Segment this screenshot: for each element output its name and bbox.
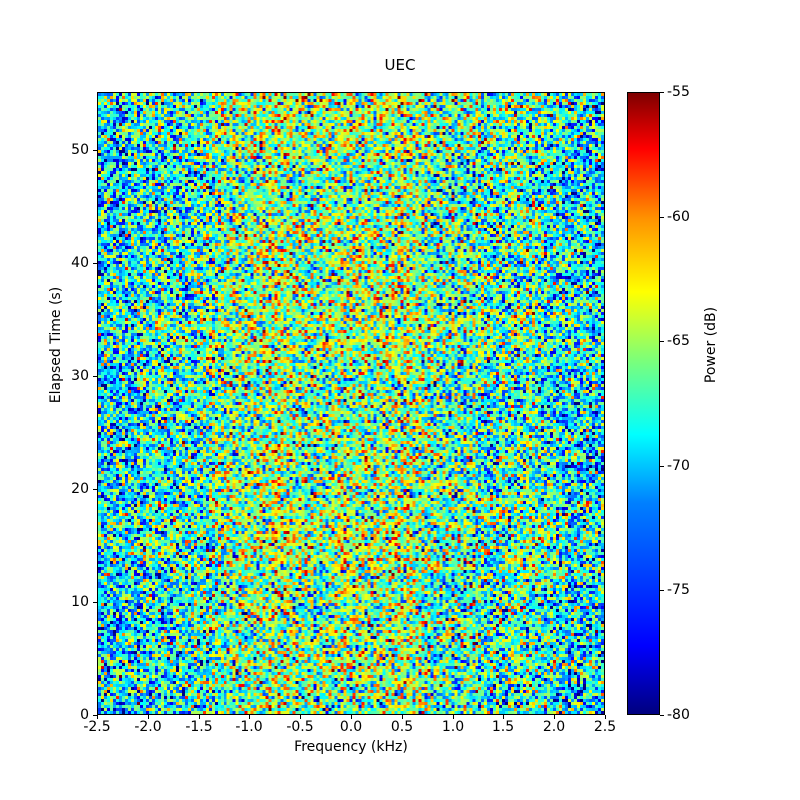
colorbar-tick-mark: [660, 92, 664, 93]
x-tick-mark: [199, 715, 200, 719]
y-tick-mark: [93, 715, 97, 716]
x-tick-mark: [402, 715, 403, 719]
x-tick-label: 1.5: [491, 719, 515, 735]
y-tick-label: 20: [71, 481, 89, 497]
x-tick-mark: [605, 715, 606, 719]
x-tick-label: 2.0: [542, 719, 566, 735]
x-tick-label: -0.5: [286, 719, 314, 735]
x-tick-mark: [97, 715, 98, 719]
colorbar-tick-label: -75: [667, 582, 690, 598]
y-tick-label: 50: [71, 142, 89, 158]
colorbar-label: Power (dB): [703, 306, 719, 384]
colorbar-tick-label: -60: [667, 209, 690, 225]
x-tick-label: -2.0: [134, 719, 162, 735]
x-tick-mark: [148, 715, 149, 719]
x-tick-mark: [351, 715, 352, 719]
colorbar-tick-label: -65: [667, 333, 690, 349]
x-tick-label: 1.0: [441, 719, 465, 735]
colorbar-tick-mark: [660, 466, 664, 467]
y-tick-label: 30: [71, 368, 89, 384]
x-tick-mark: [503, 715, 504, 719]
y-axis-label: Elapsed Time (s): [48, 286, 64, 404]
x-tick-label: -2.5: [83, 719, 111, 735]
x-tick-label: -1.5: [185, 719, 213, 735]
x-tick-mark: [249, 715, 250, 719]
spectrogram-axes[interactable]: [97, 92, 605, 715]
colorbar-tick-mark: [660, 715, 664, 716]
y-tick-mark: [93, 263, 97, 264]
y-tick-label: 0: [80, 707, 89, 723]
colorbar-tick-mark: [660, 341, 664, 342]
spectrogram-heatmap: [98, 93, 604, 714]
x-tick-mark: [300, 715, 301, 719]
y-tick-label: 10: [71, 594, 89, 610]
x-tick-label: 0.0: [339, 719, 363, 735]
y-tick-mark: [93, 602, 97, 603]
x-tick-mark: [453, 715, 454, 719]
plot-title: UEC: [384, 56, 416, 74]
x-tick-label: -1.0: [235, 719, 263, 735]
colorbar-tick-mark: [660, 590, 664, 591]
y-tick-mark: [93, 150, 97, 151]
x-tick-mark: [554, 715, 555, 719]
x-tick-label: 2.5: [593, 719, 617, 735]
x-axis-label: Frequency (kHz): [294, 739, 408, 755]
colorbar-tick-mark: [660, 217, 664, 218]
y-tick-mark: [93, 376, 97, 377]
colorbar[interactable]: [627, 92, 660, 715]
y-tick-mark: [93, 489, 97, 490]
colorbar-tick-label: -80: [667, 707, 690, 723]
x-tick-label: 0.5: [390, 719, 414, 735]
colorbar-tick-label: -55: [667, 84, 690, 100]
colorbar-tick-label: -70: [667, 458, 690, 474]
y-tick-label: 40: [71, 255, 89, 271]
